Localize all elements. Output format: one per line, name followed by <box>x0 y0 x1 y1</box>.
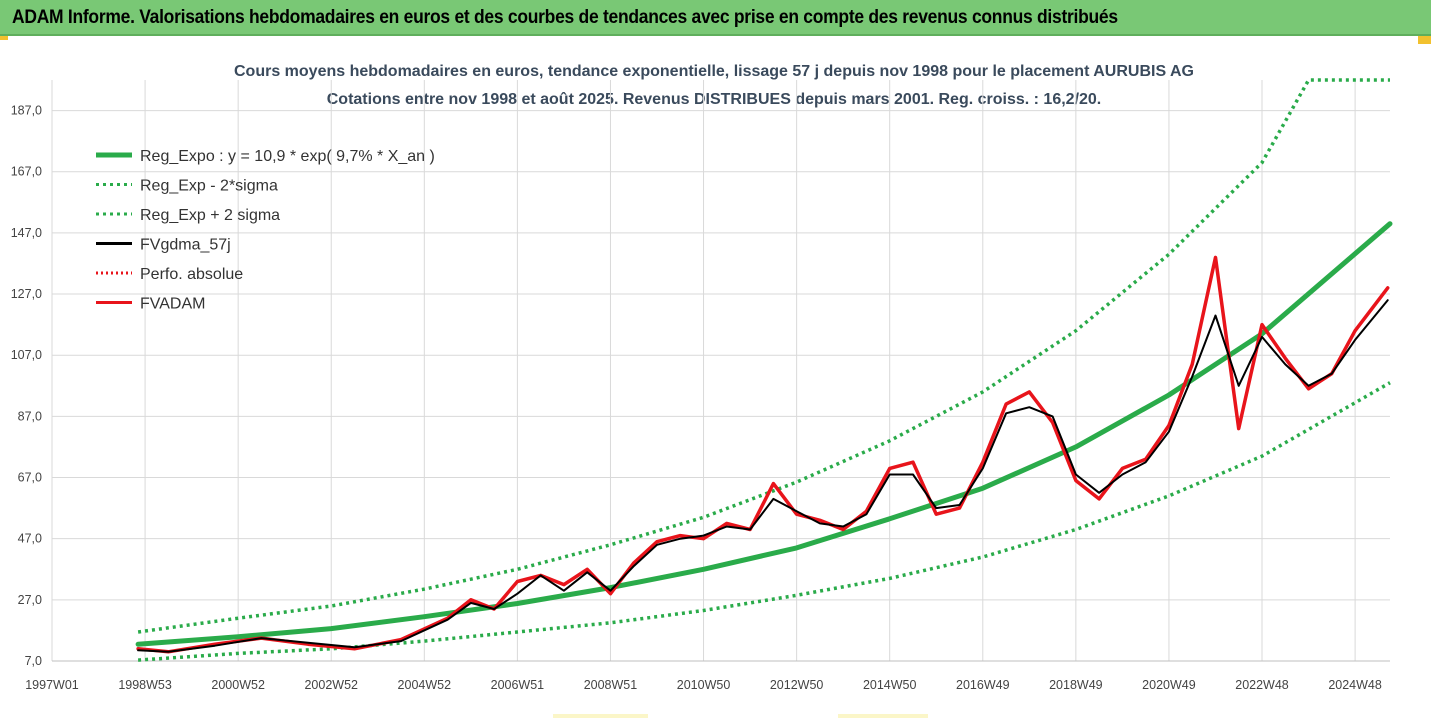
series-line-reg_expo <box>135 221 1393 647</box>
x-tick-label: 2016W49 <box>956 678 1010 692</box>
y-tick-label: 47,0 <box>18 532 42 546</box>
y-tick-label: 87,0 <box>18 409 42 423</box>
x-tick-label: 2004W52 <box>398 678 452 692</box>
x-tick-label: 2012W50 <box>770 678 824 692</box>
series-line-perfo <box>138 256 1389 653</box>
header-banner: ADAM Informe. Valorisations hebdomadaire… <box>0 0 1431 36</box>
legend-label-reg_exp_minus: Reg_Exp - 2*sigma <box>140 178 278 195</box>
legend: Reg_Expo : y = 10,9 * exp( 9,7% * X_an )… <box>96 148 435 313</box>
y-tick-label: 67,0 <box>18 471 42 485</box>
x-tick-label: 2024W48 <box>1328 678 1382 692</box>
series-line-reg_exp_minus <box>137 381 1391 662</box>
legend-label-reg_expo: Reg_Expo : y = 10,9 * exp( 9,7% * X_an ) <box>140 148 435 165</box>
x-tick-label: 2006W51 <box>491 678 545 692</box>
corner-accent-right <box>1418 36 1431 44</box>
bottom-accent-1 <box>553 714 648 718</box>
x-tick-label: 2002W52 <box>304 678 358 692</box>
x-axis: 1997W01 1998W53 2000W52 2002W52 2004W52 2006W… <box>25 678 1382 692</box>
plot-series <box>135 78 1393 662</box>
legend-label-fvadam: FVADAM <box>140 296 205 313</box>
y-axis: 7,0 27,0 47,0 67,0 87,0 107,0 127,0 147,0 167,0 1… <box>11 104 42 668</box>
y-tick-label: 7,0 <box>25 654 42 668</box>
x-tick-label: 2000W52 <box>211 678 265 692</box>
y-tick-label: 167,0 <box>11 165 42 179</box>
x-tick-label: 2018W49 <box>1049 678 1103 692</box>
legend-label-reg_exp_plus: Reg_Exp + 2 sigma <box>140 207 280 224</box>
x-tick-label: 1997W01 <box>25 678 79 692</box>
chart-title: Cours moyens hebdomadaires en euros, ten… <box>234 63 1194 80</box>
x-tick-label: 2022W48 <box>1235 678 1289 692</box>
y-tick-label: 127,0 <box>11 287 42 301</box>
series-line-reg_exp_plus <box>137 78 1390 634</box>
x-tick-label: 2008W51 <box>584 678 638 692</box>
series-line-fvadam <box>136 255 1390 654</box>
bottom-accent-2 <box>838 714 928 718</box>
x-tick-label: 2020W49 <box>1142 678 1196 692</box>
chart-subtitle: Cotations entre nov 1998 et août 2025. R… <box>327 91 1102 108</box>
series-line-fvgdma <box>137 299 1389 653</box>
y-tick-label: 27,0 <box>18 593 42 607</box>
y-tick-label: 107,0 <box>11 348 42 362</box>
x-tick-label: 1998W53 <box>118 678 172 692</box>
corner-accent-left <box>0 36 8 40</box>
gridlines <box>51 80 1390 662</box>
y-tick-label: 147,0 <box>11 226 42 240</box>
page-title: ADAM Informe. Valorisations hebdomadaire… <box>12 7 1118 28</box>
legend-label-fvgdma: FVgdma_57j <box>140 237 231 254</box>
y-tick-label: 187,0 <box>11 104 42 118</box>
x-tick-label: 2010W50 <box>677 678 731 692</box>
legend-label-perfo: Perfo. absolue <box>140 266 243 283</box>
chart-area: Cours moyens hebdomadaires en euros, ten… <box>11 63 1393 692</box>
x-tick-label: 2014W50 <box>863 678 917 692</box>
